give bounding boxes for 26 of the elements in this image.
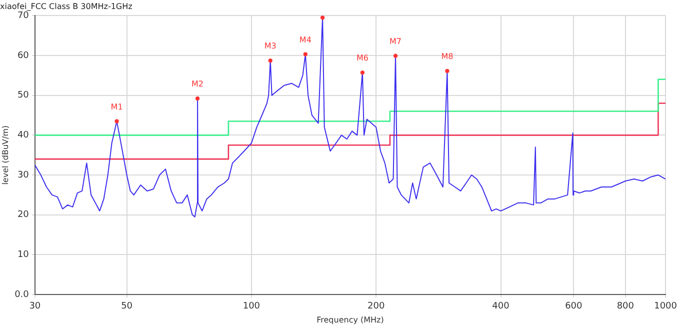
x-tick-label: 400: [492, 301, 510, 312]
y-tick-label: 70: [17, 10, 30, 21]
x-axis-title: Frequency (MHz): [316, 315, 384, 324]
y-tick-label: 30: [17, 170, 30, 180]
x-tick-label: 800: [616, 301, 634, 312]
annotation: M8: [441, 52, 454, 62]
y-tick-label: 60: [17, 50, 30, 61]
annotation: M2: [192, 80, 204, 89]
annotation: M4: [299, 35, 312, 44]
annotation: M6: [356, 54, 368, 63]
y-tick-label: 10: [17, 250, 30, 260]
y-tick-label: 0.0: [14, 290, 30, 300]
y-tick-label: 50: [17, 90, 30, 101]
y-tick-label: 40: [17, 130, 30, 141]
x-tick-label: 30: [29, 301, 41, 312]
x-tick-label: 100: [242, 301, 260, 312]
chart-title: xiaofei_FCC Class B 30MHz-1GHz: [0, 2, 132, 11]
x-tick-label: 200: [368, 301, 385, 312]
y-axis-title: level (dBuV/m): [0, 125, 10, 185]
x-tick-label: 50: [121, 301, 133, 312]
annotation: M1: [110, 102, 123, 112]
annotation: M7: [390, 36, 402, 46]
x-tick-label: 600: [565, 301, 583, 312]
x-tick-label: 1000: [654, 301, 678, 312]
y-tick-label: 20: [17, 210, 30, 220]
annotation: M3: [264, 42, 276, 51]
